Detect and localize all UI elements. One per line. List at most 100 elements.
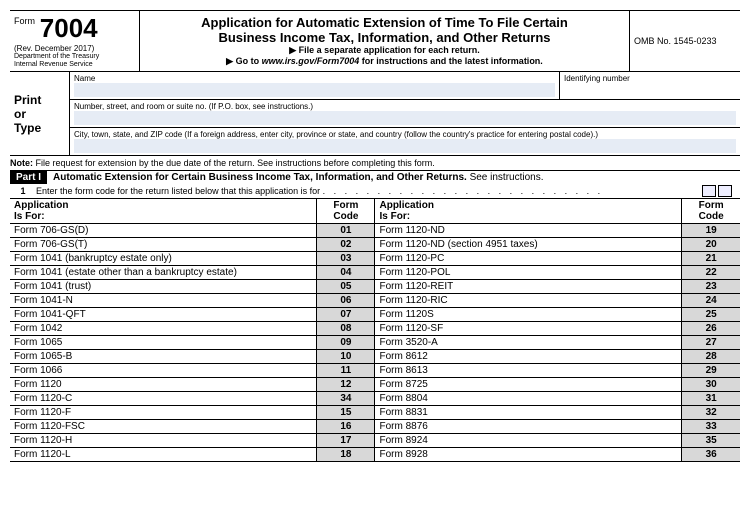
form-code-left: 11 — [317, 364, 375, 378]
form-code-right: 26 — [682, 322, 740, 336]
form-id-block: Form 7004 (Rev. December 2017) Departmen… — [10, 11, 140, 71]
app-name-left: Form 1066 — [10, 364, 317, 378]
app-name-left: Form 1041-N — [10, 294, 317, 308]
dept-line-2: Internal Revenue Service — [14, 61, 135, 69]
form-code-left: 06 — [317, 294, 375, 308]
table-row: Form 1041 (trust)05Form 1120-REIT23 — [10, 280, 740, 294]
form-code-right: 28 — [682, 350, 740, 364]
app-name-right: Form 8928 — [375, 448, 682, 462]
form-code-right: 24 — [682, 294, 740, 308]
form-number: 7004 — [40, 13, 98, 44]
line-1-instruction: Enter the form code for the return liste… — [36, 186, 323, 196]
form-title-block: Application for Automatic Extension of T… — [140, 11, 630, 71]
app-name-right: Form 1120-ND — [375, 224, 682, 238]
app-name-right: Form 1120-POL — [375, 266, 682, 280]
name-field: Name — [70, 72, 560, 99]
print-or-type-label: Print or Type — [10, 72, 70, 155]
form-code-left: 01 — [317, 224, 375, 238]
form-code-entry — [700, 184, 740, 198]
app-name-right: Form 8612 — [375, 350, 682, 364]
title-line-2: Business Income Tax, Information, and Ot… — [146, 30, 623, 45]
table-row: Form 706-GS(D)01Form 1120-ND19 — [10, 224, 740, 238]
title-line-1: Application for Automatic Extension of T… — [146, 15, 623, 30]
part-label: Part I — [10, 171, 47, 184]
id-label: Identifying number — [564, 74, 736, 83]
app-name-left: Form 1042 — [10, 322, 317, 336]
form-code-right: 25 — [682, 308, 740, 322]
app-name-left: Form 706-GS(D) — [10, 224, 317, 238]
form-code-left: 03 — [317, 252, 375, 266]
address-block: Print or Type Name Identifying number Nu… — [10, 72, 740, 156]
app-name-left: Form 1120-FSC — [10, 420, 317, 434]
form-code-right: 21 — [682, 252, 740, 266]
table-row: Form 1120-H17Form 892435 — [10, 434, 740, 448]
table-row: Form 1120-FSC16Form 887633 — [10, 420, 740, 434]
form-code-left: 15 — [317, 406, 375, 420]
form-code-right: 30 — [682, 378, 740, 392]
line-1: 1 Enter the form code for the return lis… — [10, 184, 740, 199]
table-row: Form 106509Form 3520-A27 — [10, 336, 740, 350]
part-see-instructions: See instructions. — [467, 172, 544, 183]
street-field: Number, street, and room or suite no. (I… — [70, 100, 740, 127]
name-input[interactable] — [74, 83, 555, 97]
table-row: Form 1120-F15Form 883132 — [10, 406, 740, 420]
app-name-left: Form 1065-B — [10, 350, 317, 364]
form-word: Form — [14, 16, 35, 26]
street-label: Number, street, and room or suite no. (I… — [74, 102, 736, 111]
app-name-right: Form 3520-A — [375, 336, 682, 350]
form-code-left: 16 — [317, 420, 375, 434]
code-digit-1[interactable] — [702, 185, 716, 197]
form-code-left: 34 — [317, 392, 375, 406]
table-row: Form 1041 (estate other than a bankruptc… — [10, 266, 740, 280]
form-header: Form 7004 (Rev. December 2017) Departmen… — [10, 10, 740, 72]
part-1-bar: Part I Automatic Extension for Certain B… — [10, 170, 740, 184]
identifying-number-field: Identifying number — [560, 72, 740, 99]
form-code-left: 18 — [317, 448, 375, 462]
table-row: Form 1120-L18Form 892836 — [10, 448, 740, 462]
form-code-right: 23 — [682, 280, 740, 294]
note-line: Note: File request for extension by the … — [10, 156, 740, 170]
code-digit-2[interactable] — [718, 185, 732, 197]
table-row: Form 1041-N06Form 1120-RIC24 — [10, 294, 740, 308]
city-label: City, town, state, and ZIP code (If a fo… — [74, 130, 736, 139]
omb-number: OMB No. 1545-0233 — [630, 11, 740, 71]
id-input[interactable] — [564, 83, 736, 97]
table-row: Form 1120-C34Form 880431 — [10, 392, 740, 406]
app-name-right: Form 1120-REIT — [375, 280, 682, 294]
street-input[interactable] — [74, 111, 736, 125]
subtitle-2: ▶ Go to www.irs.gov/Form7004 for instruc… — [146, 56, 623, 67]
city-input[interactable] — [74, 139, 736, 153]
app-name-left: Form 1041 (estate other than a bankruptc… — [10, 266, 317, 280]
line-1-number: 1 — [10, 186, 36, 196]
form-code-right: 33 — [682, 420, 740, 434]
app-name-right: Form 1120-PC — [375, 252, 682, 266]
form-code-right: 29 — [682, 364, 740, 378]
app-name-left: Form 1120-H — [10, 434, 317, 448]
app-name-right: Form 8924 — [375, 434, 682, 448]
leader-dots: . . . . . . . . . . . . . . . . . . . . … — [323, 186, 604, 196]
part-title-bold: Automatic Extension for Certain Business… — [53, 172, 467, 183]
form-code-left: 12 — [317, 378, 375, 392]
revision-date: (Rev. December 2017) — [14, 44, 135, 53]
table-row: Form 706-GS(T)02Form 1120-ND (section 49… — [10, 238, 740, 252]
sub2-suffix: for instructions and the latest informat… — [359, 56, 543, 66]
app-name-left: Form 1120-F — [10, 406, 317, 420]
app-name-right: Form 8876 — [375, 420, 682, 434]
app-name-left: Form 1065 — [10, 336, 317, 350]
app-name-right: Form 1120S — [375, 308, 682, 322]
app-name-left: Form 1120 — [10, 378, 317, 392]
line-1-text: Enter the form code for the return liste… — [36, 185, 700, 197]
dept-line-1: Department of the Treasury — [14, 53, 135, 61]
form-code-right: 36 — [682, 448, 740, 462]
app-name-left: Form 1041 (trust) — [10, 280, 317, 294]
name-label: Name — [74, 74, 555, 83]
form-code-right: 32 — [682, 406, 740, 420]
app-name-left: Form 706-GS(T) — [10, 238, 317, 252]
part-title: Automatic Extension for Certain Business… — [47, 171, 740, 184]
form-code-right: 19 — [682, 224, 740, 238]
form-code-right: 22 — [682, 266, 740, 280]
app-name-right: Form 8725 — [375, 378, 682, 392]
subtitle-1: ▶ File a separate application for each r… — [146, 45, 623, 56]
table-row: Form 1041 (bankruptcy estate only)03Form… — [10, 252, 740, 266]
city-field: City, town, state, and ZIP code (If a fo… — [70, 128, 740, 155]
